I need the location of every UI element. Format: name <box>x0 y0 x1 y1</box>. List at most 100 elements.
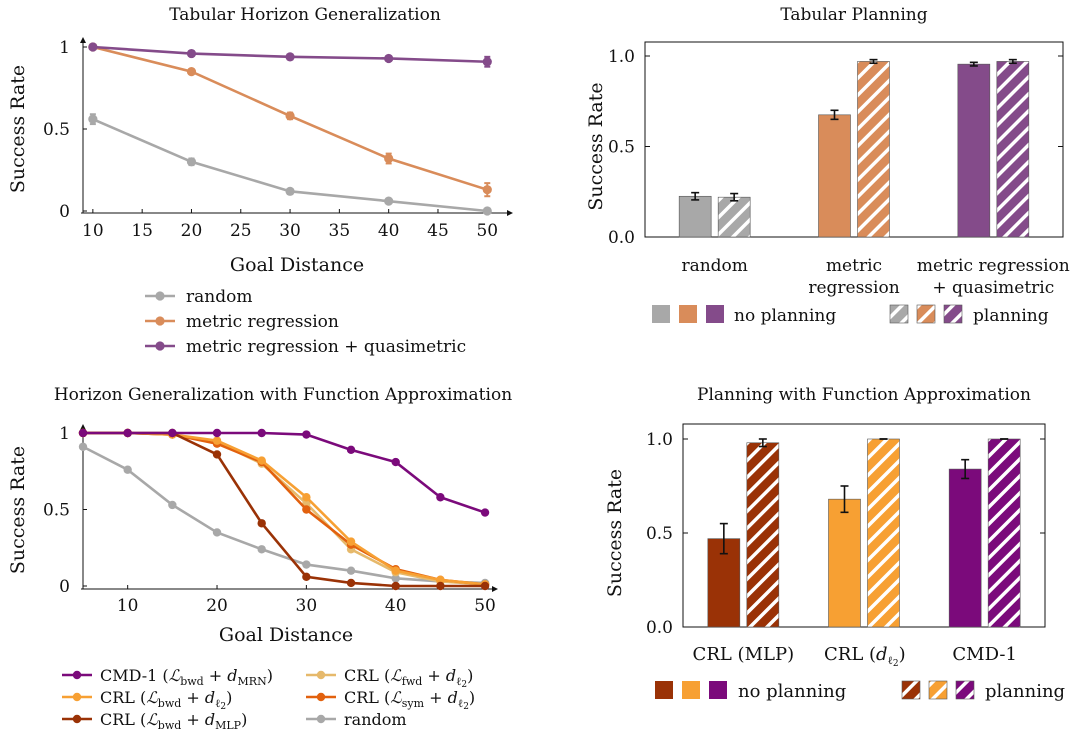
chart-title: Planning with Function Approximation <box>697 385 1031 405</box>
x-tick-label: 45 <box>427 221 449 241</box>
x-tick-label: 35 <box>329 221 351 241</box>
x-tick-label: 30 <box>279 221 301 241</box>
data-point <box>482 206 492 216</box>
data-point <box>88 114 98 124</box>
y-axis-label: Success Rate <box>604 469 626 597</box>
legend-swatch-no-planning <box>709 681 727 699</box>
legend-label-d-sub: MLP <box>215 719 242 732</box>
data-point <box>384 196 394 206</box>
data-point <box>212 428 222 438</box>
x-tick-label: 50 <box>474 596 496 616</box>
axis-arrow <box>80 424 86 430</box>
x-tick-label: 10 <box>82 221 104 241</box>
bar-no-planning <box>818 114 851 238</box>
legend-label-d-sub: MRN <box>238 675 268 688</box>
bar-no-planning <box>828 498 861 628</box>
data-point <box>384 153 394 164</box>
bar-planning <box>857 61 890 238</box>
series-line-5 <box>82 445 486 585</box>
category-label-sub: ℓ <box>888 654 893 667</box>
legend-label-loss: ℒ <box>390 666 402 685</box>
data-point <box>302 572 311 582</box>
legend-label-close: ) <box>267 666 273 685</box>
legend-marker <box>316 692 326 702</box>
series-line-0 <box>92 117 488 213</box>
legend-label-loss: ℒ <box>146 710 158 729</box>
category-label: CRL (MLP) <box>693 644 795 665</box>
legend-label-prefix: CRL ( <box>344 688 390 707</box>
data-point <box>78 442 88 451</box>
legend-label-loss-sub: bwd <box>158 697 182 710</box>
y-tick-label: 0 <box>59 202 70 222</box>
series-line-0 <box>83 431 486 514</box>
x-tick-label: 50 <box>476 221 498 241</box>
y-tick-label: 1.0 <box>608 47 635 67</box>
data-point <box>88 42 98 52</box>
category-label: regression <box>808 278 899 298</box>
data-point <box>480 508 490 517</box>
legend-label: CRL (ℒbwd + dℓ2) <box>100 688 232 712</box>
data-point <box>480 581 490 591</box>
category-label: CRL (dℓ2) <box>824 644 906 669</box>
y-tick-label: 0.5 <box>43 120 70 140</box>
bar-planning <box>987 438 1021 628</box>
chart-title: Tabular Planning <box>780 5 927 25</box>
data-point <box>186 67 197 77</box>
data-point <box>391 566 400 575</box>
y-tick-label: 0.5 <box>646 524 673 544</box>
legend-label-d: d <box>205 688 215 707</box>
legend-label-d-sub2: 2 <box>220 702 226 712</box>
data-point <box>384 53 394 64</box>
legend-label-d-sub: ℓ <box>456 675 461 688</box>
legend-label-loss-sub: bwd <box>180 675 204 688</box>
data-point <box>257 456 266 465</box>
y-tick-label: 0 <box>59 577 70 597</box>
legend-swatch-planning <box>889 304 909 324</box>
axis-arrow <box>80 37 86 43</box>
legend-marker <box>72 714 82 724</box>
y-tick-label: 0.5 <box>43 501 70 521</box>
chart-title: Horizon Generalization with Function App… <box>54 385 512 405</box>
legend-swatch-no-planning <box>652 305 670 323</box>
data-point <box>212 436 222 445</box>
category-label-close: ) <box>899 644 906 665</box>
y-axis-label: Success Rate <box>7 65 29 193</box>
legend-label-close: ) <box>467 666 473 685</box>
axis-arrow <box>507 210 513 216</box>
bar-no-planning <box>957 63 991 238</box>
data-point <box>391 574 400 583</box>
legend-label-close: ) <box>226 688 232 707</box>
plot-frame <box>682 423 1046 628</box>
legend-label-prefix: CRL ( <box>100 710 146 729</box>
x-tick-label: 20 <box>206 596 228 616</box>
bar-planning <box>867 438 900 628</box>
data-point <box>346 578 356 588</box>
data-point <box>212 450 222 459</box>
x-tick-label: 20 <box>181 221 203 241</box>
data-point <box>482 57 492 67</box>
data-point <box>257 519 266 528</box>
legend-marker <box>72 692 82 702</box>
category-label: metric regression <box>917 256 1070 276</box>
legend-label-close: ) <box>469 688 475 707</box>
series-line-3 <box>83 431 486 586</box>
legend-swatch-no-planning <box>655 681 673 699</box>
legend-label-loss-sub: bwd <box>158 719 182 732</box>
legend-swatch-no-planning <box>679 305 697 323</box>
data-point <box>285 111 295 121</box>
legend-label-no-planning: no planning <box>734 306 836 326</box>
category-label-sub2: 2 <box>893 659 899 669</box>
series-line-4 <box>83 431 486 586</box>
data-point <box>257 545 266 554</box>
legend-label-plus: + <box>204 666 228 685</box>
legend-label-loss: ℒ <box>146 688 158 707</box>
legend-label-d-sub: ℓ <box>215 697 220 710</box>
x-tick-label: 30 <box>296 596 318 616</box>
legend-label: random <box>186 287 252 307</box>
legend-label-loss: ℒ <box>390 688 402 707</box>
data-point <box>168 428 177 438</box>
y-axis-label: Success Rate <box>585 82 607 210</box>
chart-planning-function-approx: Planning with Function Approximation 0.0 0… <box>604 385 1065 702</box>
bar-no-planning <box>678 195 712 238</box>
